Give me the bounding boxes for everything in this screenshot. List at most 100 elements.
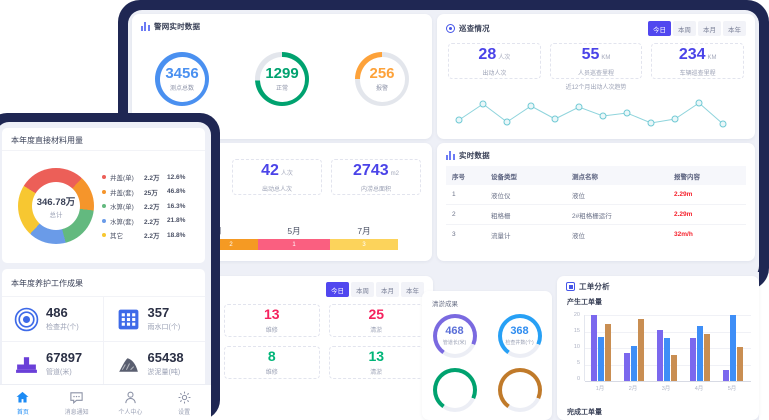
gauge-pipe-length-value: 468	[445, 325, 464, 337]
legend-value: 2.2万	[144, 233, 160, 240]
legend-name: 水箅(单)	[110, 204, 134, 211]
person-icon	[125, 391, 136, 403]
material-card: 本年度直接材料用量 346.78万 总计 井盖(单) 2.2万 12.6%	[2, 128, 205, 263]
bar-2-s3	[638, 318, 644, 381]
month-bar-10-count: 2	[204, 239, 258, 250]
stat-staff-distance-value: 55	[581, 45, 600, 63]
month-bar-7-label: 7月	[357, 226, 371, 236]
tablet-screen: 警网实时数据 3456 测点总数 1299 正常 256 报警	[128, 10, 759, 280]
tab-this-week[interactable]: 本周	[673, 21, 696, 36]
tab-this-month[interactable]: 本月	[698, 21, 721, 36]
col-alarm: 报警内容	[668, 166, 746, 185]
maint-tile-grate-caption: 雨水口(个)	[147, 324, 181, 331]
tile-repair-green: 8 维修	[224, 346, 320, 379]
repair-card-header: 今日 本周 本月 本年	[128, 276, 433, 299]
gauge-total: 3456 测点总数	[155, 52, 209, 106]
order-chart-subtitle: 产生工单量	[567, 299, 602, 306]
legend-name: 其它	[110, 233, 123, 240]
stat-vehicle-distance-unit: KM	[707, 54, 717, 61]
month-bar-7: 7月 3	[330, 225, 398, 250]
bar-3-s3	[671, 354, 677, 381]
legend-item: 井盖(套) 25万 46.8%	[102, 187, 185, 197]
col-point: 测点名称	[566, 166, 668, 185]
bar-4-s3	[704, 333, 710, 381]
ytick-10: 10	[573, 344, 580, 350]
maint-tile-pipe-caption: 管道(米)	[46, 369, 72, 376]
xtick-jan: 1月	[595, 386, 605, 392]
nav-item-home[interactable]: 首页	[0, 385, 50, 420]
tablet-device-frame: 警网实时数据 3456 测点总数 1299 正常 256 报警	[118, 0, 769, 290]
tab-this-week[interactable]: 本周	[351, 282, 374, 297]
legend-pct: 18.8%	[167, 231, 186, 239]
gauge-total-label: 测点总数	[169, 86, 194, 92]
order-icon	[566, 282, 575, 291]
tab-this-year[interactable]: 本年	[401, 282, 424, 297]
tile-dredge-green-caption: 清淤	[370, 370, 383, 376]
patrol-card-title: 巡查情况	[459, 24, 490, 33]
material-card-title: 本年度直接材料用量	[11, 136, 83, 145]
order-card-title: 工单分析	[579, 282, 610, 291]
bar-4-s2	[697, 325, 703, 381]
gauge-manhole-count: 368 检查井数(个)	[497, 314, 542, 358]
bar-chart-icon	[446, 151, 455, 160]
order-bar-chart: 产生工单量 20 15 10 5 0	[567, 297, 753, 401]
nav-item-settings-label: 设置	[178, 409, 191, 416]
pipe-icon	[16, 356, 37, 373]
tab-today[interactable]: 今日	[326, 282, 349, 297]
stat-total-dispatch-value: 42	[261, 161, 279, 179]
tab-this-month[interactable]: 本月	[376, 282, 399, 297]
nav-item-profile[interactable]: 个人中心	[104, 385, 158, 420]
tab-today[interactable]: 今日	[648, 21, 671, 36]
legend-dot-icon	[102, 189, 106, 194]
bar-5-s3	[737, 347, 743, 381]
realtime-card-title: 实时数据	[459, 151, 490, 160]
table-row[interactable]: 1 液位仪 液位 2.29m	[446, 185, 746, 205]
gear-icon	[178, 391, 191, 403]
legend-value: 2.2万	[144, 218, 160, 226]
stat-vehicle-distance: 234 KM 车辆巡查里程	[651, 43, 745, 79]
tile-repair-green-value: 8	[267, 348, 276, 364]
stat-total-dispatch-unit: 人次	[280, 170, 293, 177]
maint-tile-grate[interactable]: 357 雨水口(个)	[103, 297, 205, 342]
maint-tile-sludge[interactable]: 65438 淤泥量(吨)	[104, 342, 206, 386]
tile-repair-red-value: 13	[263, 306, 280, 322]
maint-tile-pipe-value: 67897	[46, 350, 83, 365]
ytick-20: 20	[573, 312, 580, 318]
nav-item-settings[interactable]: 设置	[157, 385, 211, 420]
dredge-result-card: 清淤成果 468 管道长(米) 368 检查井数(个)	[422, 291, 552, 420]
table-row[interactable]: 2 粗格栅 2#粗格栅运行 2.29m	[446, 204, 746, 225]
stat-vehicle-distance-caption: 车辆巡查里程	[679, 70, 716, 77]
tab-this-year[interactable]: 本年	[723, 21, 746, 36]
stat-total-dispatch-caption: 出动总人次	[261, 186, 292, 193]
stat-dispatch-caption: 出动人次	[482, 70, 507, 77]
order-chart-subtitle-2: 完成工单量	[567, 409, 602, 416]
gauge-alarm-label: 报警	[375, 86, 388, 92]
legend-pct: 12.6%	[167, 173, 186, 181]
table-row[interactable]: 3 流量计 液位 32m/h	[446, 225, 746, 245]
cell-device: 流量计	[491, 232, 511, 240]
maint-tile-pipe[interactable]: 67897 管道(米)	[2, 342, 104, 386]
gauge-normal-value: 1299	[265, 65, 299, 82]
bar-1-s2	[598, 336, 604, 381]
stat-staff-distance-unit: KM	[601, 54, 611, 61]
col-device: 设备类型	[485, 166, 566, 185]
tile-dredge-green: 13 清淤	[328, 346, 424, 379]
home-icon	[16, 391, 29, 402]
xtick-feb: 2月	[628, 386, 638, 392]
tile-repair-red-caption: 维修	[265, 328, 278, 334]
gridline	[585, 315, 751, 316]
nav-item-home-label: 首页	[16, 409, 29, 416]
maint-tile-manhole[interactable]: 486 检查井(个)	[2, 297, 104, 342]
patrol-trend-chart: 近12个月出动人次趋势	[437, 82, 755, 130]
cell-index: 1	[446, 185, 485, 205]
stat-total-dispatch: 42 人次 出动总人次	[232, 159, 322, 195]
maint-tile-grid: 486 检查井(个) 357 雨水	[2, 297, 205, 386]
cell-index: 2	[446, 204, 485, 225]
sludge-icon	[118, 357, 138, 372]
tile-dredge-red-caption: 清淤	[370, 328, 383, 334]
nav-item-profile-label: 个人中心	[118, 409, 143, 416]
nav-item-messages[interactable]: 消息通知	[50, 385, 104, 420]
xtick-may: 5月	[727, 386, 737, 392]
cell-index: 3	[452, 231, 456, 238]
cell-device: 粗格栅	[485, 204, 566, 225]
